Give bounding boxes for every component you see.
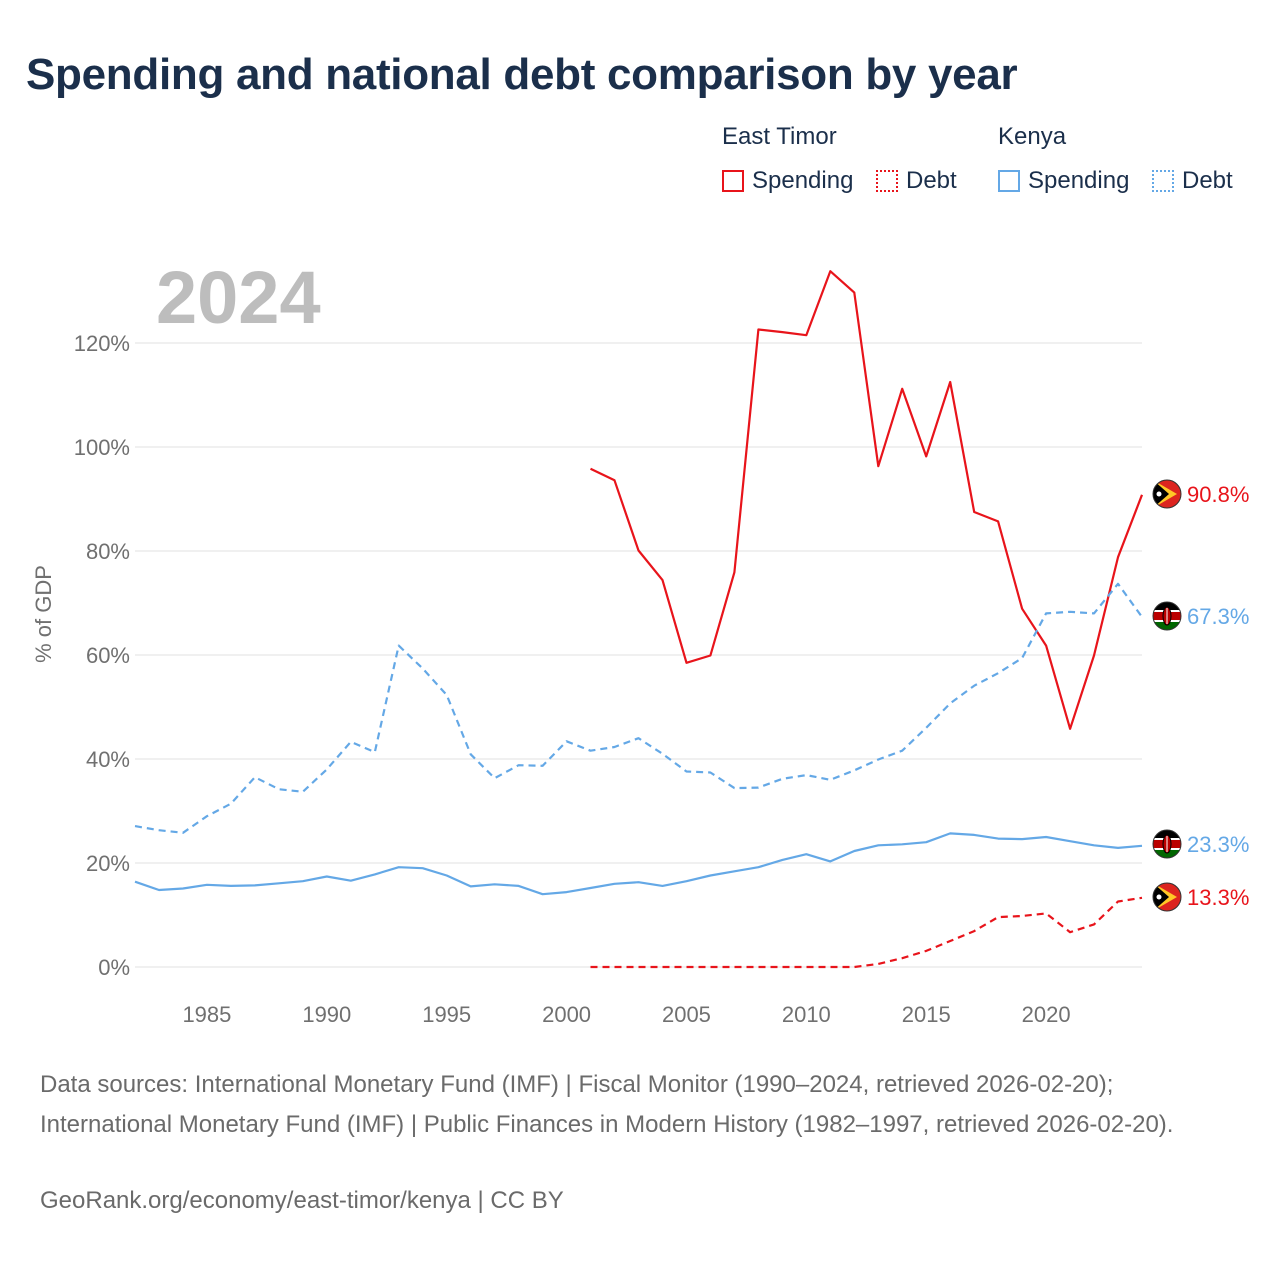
x-tick-label: 1985 bbox=[182, 1002, 231, 1027]
x-tick-label: 2000 bbox=[542, 1002, 591, 1027]
y-tick-label: 40% bbox=[86, 747, 130, 772]
y-tick-label: 60% bbox=[86, 643, 130, 668]
legend-swatch-dotted-icon bbox=[876, 170, 898, 192]
series-line-east-timor-spending[interactable] bbox=[590, 270, 1144, 730]
y-tick-label: 80% bbox=[86, 539, 130, 564]
series-line-east-timor-debt[interactable] bbox=[590, 896, 1143, 969]
x-tick-label: 2005 bbox=[662, 1002, 711, 1027]
year-watermark: 2024 bbox=[156, 256, 321, 339]
end-label-kenya-debt: 67.3% bbox=[1187, 604, 1249, 629]
legend-item-kenya-spending[interactable]: Spending bbox=[998, 165, 1129, 197]
line-chart: 2024 0% 20% 40% 60% 80% 100% 120% 1985 1990 1995… bbox=[31, 256, 1249, 1027]
y-tick-label: 0% bbox=[98, 955, 130, 980]
credit-link[interactable]: GeoRank.org/economy/east-timor/kenya | C… bbox=[40, 1187, 564, 1214]
legend-item-east-timor-debt[interactable]: Debt bbox=[876, 165, 957, 197]
x-tick-label: 2010 bbox=[782, 1002, 831, 1027]
x-tick-label: 1990 bbox=[302, 1002, 351, 1027]
y-tick-label: 100% bbox=[74, 435, 130, 460]
kenya-flag-icon bbox=[1152, 601, 1182, 631]
data-sources: Data sources: International Monetary Fun… bbox=[40, 1071, 1174, 1138]
series-lines bbox=[134, 270, 1144, 969]
east-timor-flag-icon bbox=[1152, 479, 1182, 509]
legend-label: Spending bbox=[752, 167, 854, 194]
legend-swatch-solid-icon bbox=[998, 170, 1020, 192]
end-label-kenya-spending: 23.3% bbox=[1187, 832, 1249, 857]
end-label-east-timor-spending: 90.8% bbox=[1187, 482, 1249, 507]
legend-group-title-east-timor: East Timor bbox=[722, 123, 837, 150]
y-axis-label: % of GDP bbox=[31, 565, 56, 663]
y-tick-label: 20% bbox=[86, 851, 130, 876]
legend-group-title-kenya: Kenya bbox=[998, 123, 1067, 150]
grid-lines bbox=[135, 342, 1142, 968]
legend-label: Spending bbox=[1028, 167, 1130, 194]
series-line-kenya-debt[interactable] bbox=[134, 582, 1143, 834]
x-tick-label: 1995 bbox=[422, 1002, 471, 1027]
y-tick-label: 120% bbox=[74, 331, 130, 356]
legend-swatch-dotted-icon bbox=[1152, 170, 1174, 192]
y-axis-ticks: 0% 20% 40% 60% 80% 100% 120% bbox=[74, 331, 130, 980]
end-label-east-timor-debt: 13.3% bbox=[1187, 885, 1249, 910]
x-tick-label: 2015 bbox=[902, 1002, 951, 1027]
legend-label: Debt bbox=[1182, 167, 1233, 194]
x-tick-label: 2020 bbox=[1022, 1002, 1071, 1027]
kenya-flag-icon bbox=[1152, 829, 1182, 859]
page-title: Spending and national debt comparison by… bbox=[26, 50, 1018, 99]
series-line-kenya-spending[interactable] bbox=[134, 832, 1143, 896]
x-axis-ticks: 1985 1990 1995 2000 2005 2010 2015 2020 bbox=[182, 1002, 1070, 1027]
legend-item-kenya-debt[interactable]: Debt bbox=[1152, 165, 1233, 197]
legend-swatch-solid-icon bbox=[722, 170, 744, 192]
legend-item-east-timor-spending[interactable]: Spending bbox=[722, 165, 853, 197]
east-timor-flag-icon bbox=[1152, 882, 1182, 912]
legend-label: Debt bbox=[906, 167, 957, 194]
